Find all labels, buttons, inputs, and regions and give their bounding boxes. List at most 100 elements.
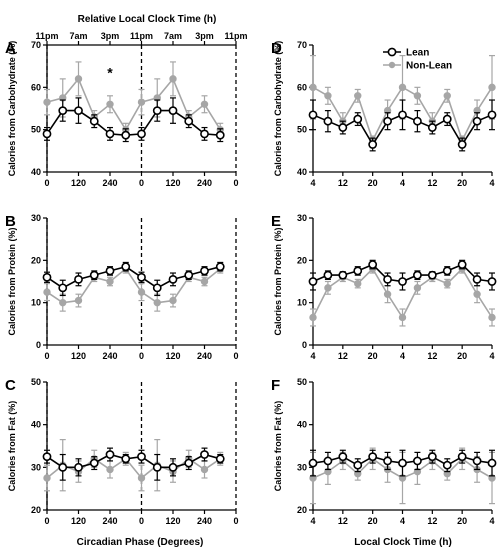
data-point [353, 460, 363, 470]
y-tick-label: 50 [297, 377, 307, 387]
top-axis-label: Relative Local Clock Time (h) [78, 14, 217, 25]
x-tick-label: 120 [165, 351, 180, 361]
data-point [184, 458, 194, 468]
data-point [413, 116, 422, 126]
top-tick-label: 11pm [35, 31, 58, 41]
x-tick-label: 0 [233, 351, 238, 361]
data-point [398, 458, 407, 468]
data-point [368, 452, 378, 462]
data-point [487, 110, 497, 120]
data-point [200, 277, 209, 286]
x-tick-label: 20 [457, 351, 467, 361]
series-nonlean [43, 61, 224, 137]
data-point [43, 474, 51, 482]
x-tick-label: 0 [139, 178, 144, 188]
x-tick-label: 4 [310, 178, 315, 188]
y-tick-label: 40 [31, 167, 41, 177]
data-point [200, 266, 209, 276]
data-point [442, 266, 452, 276]
x-tick-label: 4 [400, 178, 405, 188]
data-point [169, 75, 177, 83]
data-point [427, 123, 437, 132]
series-lean [308, 259, 497, 291]
data-point [137, 452, 146, 462]
data-point [368, 260, 378, 269]
data-point [152, 283, 162, 293]
data-point [105, 450, 115, 459]
y-axis-label: Calories from Carbohydrate (%) [273, 41, 283, 177]
data-point [184, 116, 194, 126]
x-tick-label: 0 [44, 516, 49, 526]
data-point [200, 100, 209, 108]
x-tick-label: 20 [457, 516, 467, 526]
data-point [457, 452, 467, 462]
data-point [89, 270, 99, 280]
data-point [43, 98, 51, 106]
data-point [74, 106, 83, 116]
data-point [413, 284, 422, 292]
top-axis: Relative Local Clock Time (h) 11pm 7am 3pm… [35, 14, 248, 46]
y-tick-label: 20 [31, 255, 41, 265]
y-tick-label: 60 [297, 82, 307, 92]
data-point [324, 284, 332, 292]
legend: Lean Non-Lean [383, 48, 452, 72]
data-point [106, 465, 114, 474]
x-tick-label: 120 [71, 516, 86, 526]
data-point [338, 123, 348, 132]
y-tick-label: 30 [297, 213, 307, 223]
data-point [457, 140, 467, 149]
panel-label: A [5, 40, 16, 57]
panel-label: B [5, 213, 16, 230]
x-tick-label: 0 [139, 351, 144, 361]
data-point [137, 129, 146, 139]
x-tick-label: 4 [489, 516, 494, 526]
y-tick-label: 40 [297, 167, 307, 177]
data-point [121, 262, 131, 272]
data-point [168, 462, 178, 472]
data-point [58, 106, 68, 116]
data-point [215, 130, 225, 140]
data-point [121, 454, 131, 464]
x-tick-label: 240 [197, 351, 212, 361]
data-point [323, 116, 333, 126]
x-tick-label: 0 [139, 516, 144, 526]
data-point [169, 296, 177, 305]
x-tick-label: 12 [427, 516, 437, 526]
x-tick-label: 4 [310, 516, 315, 526]
data-point [473, 290, 481, 298]
y-tick-label: 10 [297, 298, 307, 308]
data-point [368, 140, 378, 149]
x-tick-label: 20 [368, 178, 378, 188]
y-tick-label: 20 [297, 255, 307, 265]
y-tick-label: 30 [297, 462, 307, 472]
data-point [354, 92, 362, 100]
data-point [200, 465, 209, 474]
y-axis-label: Calories from Fat (%) [273, 401, 283, 492]
top-tick-label: 11pm [130, 31, 153, 41]
y-axis-label: Calories from Protein (%) [273, 227, 283, 335]
series-lean [42, 261, 225, 297]
x-tick-label: 12 [427, 178, 437, 188]
series-lean [308, 99, 497, 152]
data-point [43, 288, 51, 296]
x-tick-label: 4 [400, 516, 405, 526]
data-point [353, 114, 363, 124]
data-point [308, 110, 318, 120]
data-point [309, 313, 317, 322]
data-point [413, 92, 422, 100]
data-point [137, 98, 146, 106]
legend-marker [388, 61, 396, 69]
data-point [74, 296, 83, 305]
x-tick-label: 4 [400, 351, 405, 361]
series-line [46, 265, 221, 289]
x-tick-label: 4 [310, 351, 315, 361]
series-line [46, 457, 221, 480]
data-point [443, 279, 451, 288]
data-point [354, 279, 362, 288]
data-point [168, 274, 178, 284]
data-point [42, 452, 52, 462]
data-point [383, 274, 392, 284]
data-point [308, 458, 318, 468]
data-point [338, 270, 348, 280]
